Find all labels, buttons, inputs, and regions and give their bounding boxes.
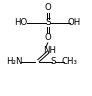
Text: S: S xyxy=(45,18,51,27)
Text: HO: HO xyxy=(14,18,28,27)
Text: OH: OH xyxy=(68,18,81,27)
Text: H₂N: H₂N xyxy=(6,58,22,67)
Text: CH₃: CH₃ xyxy=(61,58,77,67)
Text: NH: NH xyxy=(43,46,56,55)
Text: O: O xyxy=(44,3,51,12)
Text: O: O xyxy=(44,33,51,42)
Text: S: S xyxy=(50,58,56,67)
